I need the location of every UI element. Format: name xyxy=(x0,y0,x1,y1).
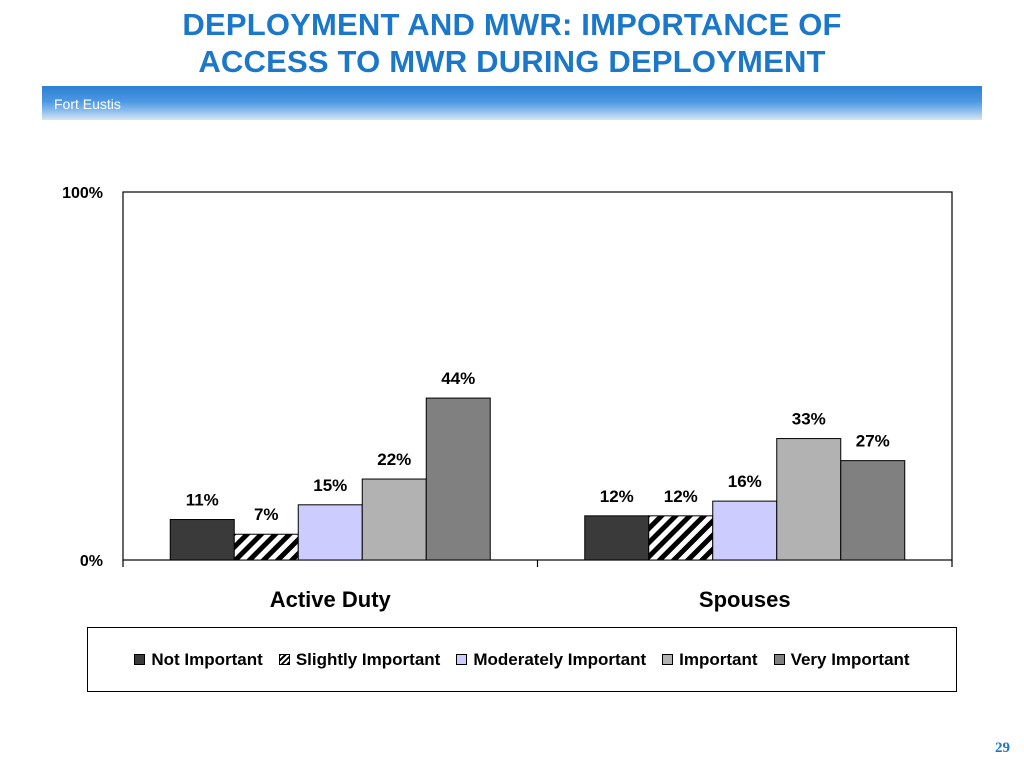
data-label: 11% xyxy=(186,491,219,510)
x-category-label: Active Duty xyxy=(270,587,392,612)
legend-label: Not Important xyxy=(151,649,263,669)
legend-swatch xyxy=(278,654,290,665)
y-tick-label: 100% xyxy=(62,185,103,202)
data-label: 16% xyxy=(728,472,762,491)
data-label: 12% xyxy=(600,487,634,506)
data-label: 27% xyxy=(856,432,890,451)
legend-swatch xyxy=(456,654,468,665)
legend-label: Moderately Important xyxy=(473,649,647,669)
legend-label: Slightly Important xyxy=(295,649,441,669)
bar xyxy=(840,460,906,561)
banner-label: Fort Eustis xyxy=(54,96,121,112)
y-tick-label: 0% xyxy=(80,553,103,570)
bar xyxy=(425,397,491,561)
legend-item: Important xyxy=(662,649,758,670)
data-label: 44% xyxy=(441,369,475,388)
legend-swatch xyxy=(662,654,674,665)
legend-item: Very Important xyxy=(773,649,910,670)
legend-item: Slightly Important xyxy=(278,649,441,670)
slide-title: DEPLOYMENT AND MWR: IMPORTANCE OF ACCESS… xyxy=(0,6,1024,80)
bar xyxy=(297,504,363,561)
bar xyxy=(584,515,650,561)
chart-legend: Not Important Slightly Important Moderatel… xyxy=(87,627,957,692)
legend-label: Very Important xyxy=(790,649,910,669)
data-label: 12% xyxy=(664,487,698,506)
title-line-1: DEPLOYMENT AND MWR: IMPORTANCE OF xyxy=(182,7,842,42)
title-line-2: ACCESS TO MWR DURING DEPLOYMENT xyxy=(198,44,826,79)
bar xyxy=(776,438,842,561)
page-number: 29 xyxy=(995,740,1010,756)
x-category-label: Spouses xyxy=(699,587,791,612)
data-label: 7% xyxy=(254,505,279,524)
legend-label: Important xyxy=(679,649,758,669)
data-label: 22% xyxy=(377,450,411,469)
data-label: 33% xyxy=(792,410,826,429)
bar xyxy=(233,533,299,561)
legend-swatch xyxy=(773,654,785,665)
legend-item: Not Important xyxy=(134,649,263,670)
bar xyxy=(712,500,778,561)
data-label: 15% xyxy=(313,476,347,495)
bar xyxy=(361,478,427,561)
header-banner: Fort Eustis xyxy=(42,86,982,120)
bar xyxy=(169,519,235,561)
legend-item: Moderately Important xyxy=(456,650,646,670)
bar xyxy=(648,515,714,561)
legend-swatch xyxy=(134,654,146,665)
